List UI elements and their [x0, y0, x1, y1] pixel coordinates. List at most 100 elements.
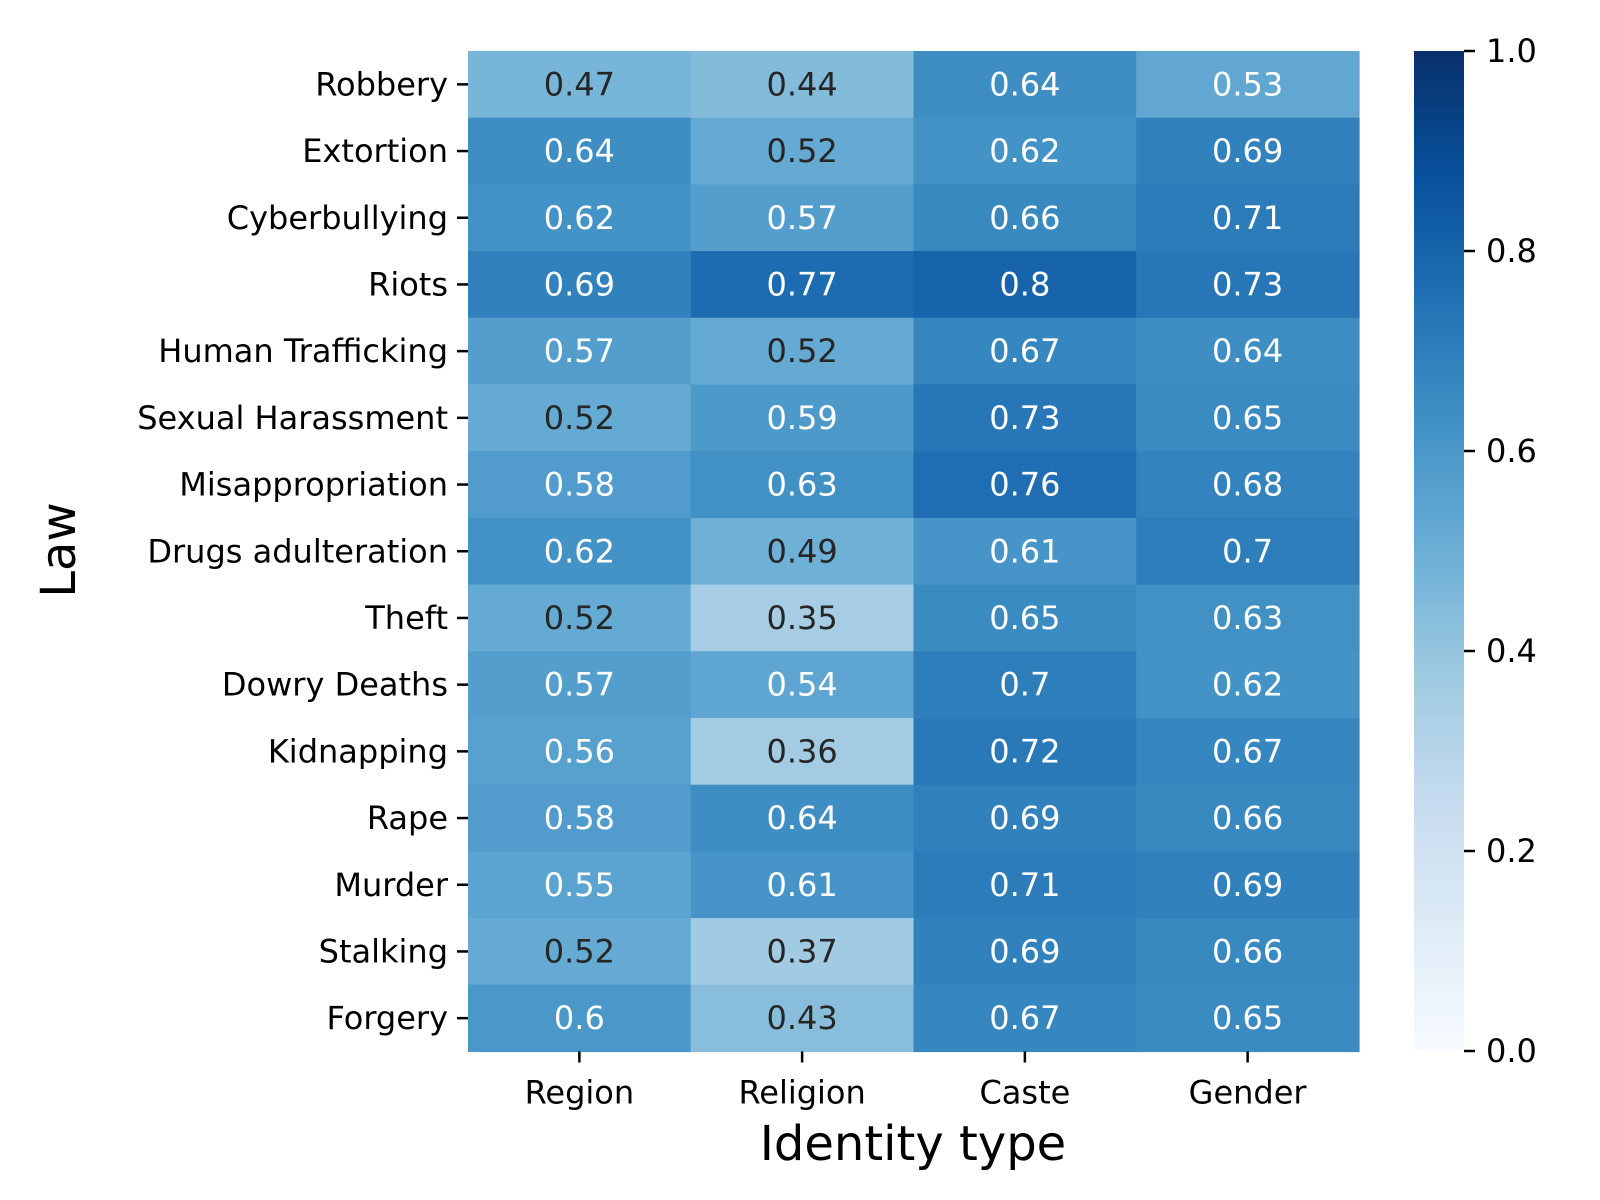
cell-value-label: 0.57	[544, 332, 615, 370]
cell-value-label: 0.62	[1212, 666, 1283, 704]
cell-value-label: 0.69	[1212, 132, 1283, 170]
cell-value-label: 0.69	[989, 799, 1060, 837]
heatmap-cell	[1136, 918, 1360, 986]
cell-value-label: 0.52	[544, 932, 615, 970]
cell-value-label: 0.64	[544, 132, 615, 170]
cell-value-label: 0.68	[1212, 466, 1283, 504]
cell-value-label: 0.54	[767, 666, 838, 704]
colorbar-tick-label: 0.6	[1486, 432, 1537, 470]
heatmap-cell	[1136, 517, 1360, 586]
cell-value-label: 0.76	[989, 466, 1060, 504]
heatmap-cell	[1136, 584, 1360, 652]
heatmap-cell	[1136, 317, 1360, 386]
heatmap-cell	[913, 784, 1137, 852]
y-axis: Robbery Extortion Cyberbullying Riots Human …	[137, 65, 468, 1037]
y-axis-title: Law	[31, 502, 87, 597]
heatmap-cell	[913, 384, 1137, 452]
colorbar-tick-label: 0.2	[1486, 832, 1537, 870]
heatmap-cell	[468, 51, 692, 119]
heatmap-cell	[690, 584, 915, 652]
heatmap-cell	[913, 51, 1137, 119]
heatmap-cell	[468, 451, 692, 519]
cell-value-label: 0.58	[544, 799, 615, 837]
cell-value-label: 0.73	[1212, 265, 1283, 303]
y-tick-label: Cyberbullying	[227, 199, 448, 237]
cell-value-label: 0.6	[554, 999, 605, 1037]
heatmap-cell	[1136, 51, 1360, 119]
cell-value-label: 0.56	[544, 732, 615, 770]
cell-value-label: 0.53	[1212, 65, 1283, 103]
cell-value-label: 0.71	[1212, 199, 1283, 237]
x-tick-label: Region	[525, 1074, 635, 1112]
heatmap-cell	[690, 851, 915, 919]
y-tick-label: Dowry Deaths	[222, 666, 448, 704]
cell-value-label: 0.69	[989, 932, 1060, 970]
heatmap-cell	[1136, 451, 1360, 519]
heatmap-cell	[690, 251, 915, 319]
heatmap-cell	[690, 451, 915, 519]
colorbar-tick-label: 0.0	[1486, 1032, 1537, 1070]
y-tick-label: Riots	[368, 265, 448, 303]
heatmap-cell	[913, 984, 1137, 1053]
heatmap-cell	[690, 384, 915, 452]
cell-value-label: 0.62	[989, 132, 1060, 170]
cell-value-label: 0.37	[767, 932, 838, 970]
x-tick-label: Caste	[979, 1074, 1070, 1112]
cell-value-label: 0.69	[1212, 866, 1283, 904]
heatmap-cell	[690, 984, 915, 1053]
cell-value-label: 0.55	[544, 866, 615, 904]
cell-value-label: 0.57	[767, 199, 838, 237]
heatmap-cell	[1136, 851, 1360, 919]
heatmap-cell	[468, 251, 692, 319]
heatmap-cell	[1136, 384, 1360, 452]
colorbar: 0.0 0.2 0.4 0.6 0.8 1.0	[1414, 32, 1537, 1070]
cell-value-label: 0.62	[544, 532, 615, 570]
cell-value-label: 0.64	[989, 65, 1060, 103]
heatmap-cell	[913, 451, 1137, 519]
x-axis: Region Religion Caste Gender	[525, 1051, 1308, 1112]
heatmap-cell	[1136, 784, 1360, 852]
y-tick-label: Theft	[364, 599, 448, 637]
heatmap-cell	[468, 117, 692, 185]
heatmap-cell	[690, 651, 915, 719]
cell-value-label: 0.7	[1222, 532, 1273, 570]
heatmap-cell	[913, 718, 1137, 786]
cell-value-label: 0.62	[544, 199, 615, 237]
heatmap-cell	[913, 584, 1137, 652]
cell-value-label: 0.59	[767, 399, 838, 437]
heatmap-cell	[913, 251, 1137, 319]
heatmap-cell	[468, 384, 692, 452]
cell-value-label: 0.72	[989, 732, 1060, 770]
x-tick-label: Gender	[1189, 1074, 1308, 1112]
cell-value-label: 0.66	[1212, 932, 1283, 970]
heatmap-cell	[468, 784, 692, 852]
cell-value-label: 0.52	[767, 332, 838, 370]
heatmap-cell	[468, 517, 692, 586]
heatmap-cell	[690, 918, 915, 986]
heatmap-cell	[913, 184, 1137, 252]
cell-value-label: 0.63	[767, 466, 838, 504]
cell-value-label: 0.36	[767, 732, 838, 770]
cell-value-label: 0.52	[544, 599, 615, 637]
cell-value-label: 0.71	[989, 866, 1060, 904]
heatmap-cell	[468, 851, 692, 919]
heatmap-cell	[913, 317, 1137, 386]
y-tick-label: Robbery	[315, 65, 448, 103]
heatmap-cell	[1136, 718, 1360, 786]
cell-value-label: 0.69	[544, 265, 615, 303]
y-tick-label: Forgery	[326, 999, 448, 1037]
cell-value-label: 0.64	[767, 799, 838, 837]
heatmap-cell	[913, 117, 1137, 185]
heatmap-cell	[690, 317, 915, 386]
heatmap-cell	[1136, 184, 1360, 252]
heatmap-cell	[468, 184, 692, 252]
cell-value-label: 0.7	[999, 666, 1050, 704]
colorbar-tick-label: 0.4	[1486, 632, 1537, 670]
heatmap-cell	[690, 517, 915, 586]
cell-value-label: 0.67	[989, 999, 1060, 1037]
y-tick-label: Extortion	[302, 132, 448, 170]
cell-value-label: 0.67	[1212, 732, 1283, 770]
cell-value-label: 0.52	[544, 399, 615, 437]
heatmap-cell	[690, 184, 915, 252]
